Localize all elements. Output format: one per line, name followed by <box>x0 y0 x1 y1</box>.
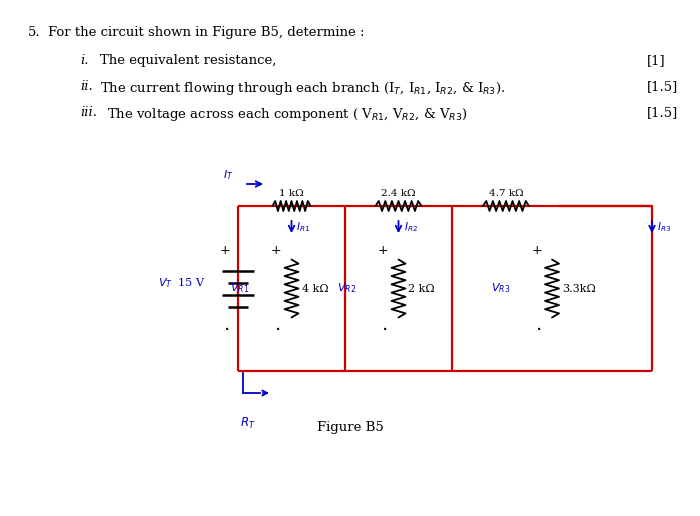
Text: For the circuit shown in Figure B5, determine :: For the circuit shown in Figure B5, dete… <box>48 26 365 39</box>
Text: $V_{R3}$: $V_{R3}$ <box>491 282 510 295</box>
Text: $I_{R1}$: $I_{R1}$ <box>297 220 311 234</box>
Text: ·: · <box>382 321 389 340</box>
Text: 4.7 kΩ: 4.7 kΩ <box>489 189 524 198</box>
Text: The current flowing through each branch (I$_T$, I$_{R1}$, I$_{R2}$, & I$_{R3}$).: The current flowing through each branch … <box>100 80 505 97</box>
Text: $I_{R3}$: $I_{R3}$ <box>657 220 671 234</box>
Text: 4 kΩ: 4 kΩ <box>302 283 328 294</box>
Text: iii.: iii. <box>80 106 97 119</box>
Text: Figure B5: Figure B5 <box>316 422 384 434</box>
Text: i.: i. <box>80 54 88 67</box>
Text: [1]: [1] <box>647 54 666 67</box>
Text: 3.3kΩ: 3.3kΩ <box>562 283 596 294</box>
Text: The equivalent resistance,: The equivalent resistance, <box>100 54 276 67</box>
Text: ·: · <box>536 321 542 340</box>
Text: $V_{R2}$: $V_{R2}$ <box>337 282 356 295</box>
Text: The voltage across each component ( V$_{R1}$, V$_{R2}$, & V$_{R3}$): The voltage across each component ( V$_{… <box>107 106 468 123</box>
Text: $V_T$  15 V: $V_T$ 15 V <box>158 277 206 291</box>
Text: $I_{R2}$: $I_{R2}$ <box>403 220 417 234</box>
Text: [1.5]: [1.5] <box>647 80 678 93</box>
Text: +: + <box>271 244 281 257</box>
Text: $V_{R1}$: $V_{R1}$ <box>230 282 249 295</box>
Text: 1 kΩ: 1 kΩ <box>279 189 304 198</box>
Text: $I_T$: $I_T$ <box>223 168 234 182</box>
Text: ·: · <box>275 321 281 340</box>
Text: $R_T$: $R_T$ <box>240 416 256 431</box>
Text: +: + <box>378 244 388 257</box>
Text: ii.: ii. <box>80 80 92 93</box>
Text: 5.: 5. <box>28 26 41 39</box>
Text: 2.4 kΩ: 2.4 kΩ <box>382 189 416 198</box>
Text: [1.5]: [1.5] <box>647 106 678 119</box>
Text: ·: · <box>224 321 230 340</box>
Text: +: + <box>219 244 230 257</box>
Text: +: + <box>531 244 542 257</box>
Text: 2 kΩ: 2 kΩ <box>409 283 435 294</box>
